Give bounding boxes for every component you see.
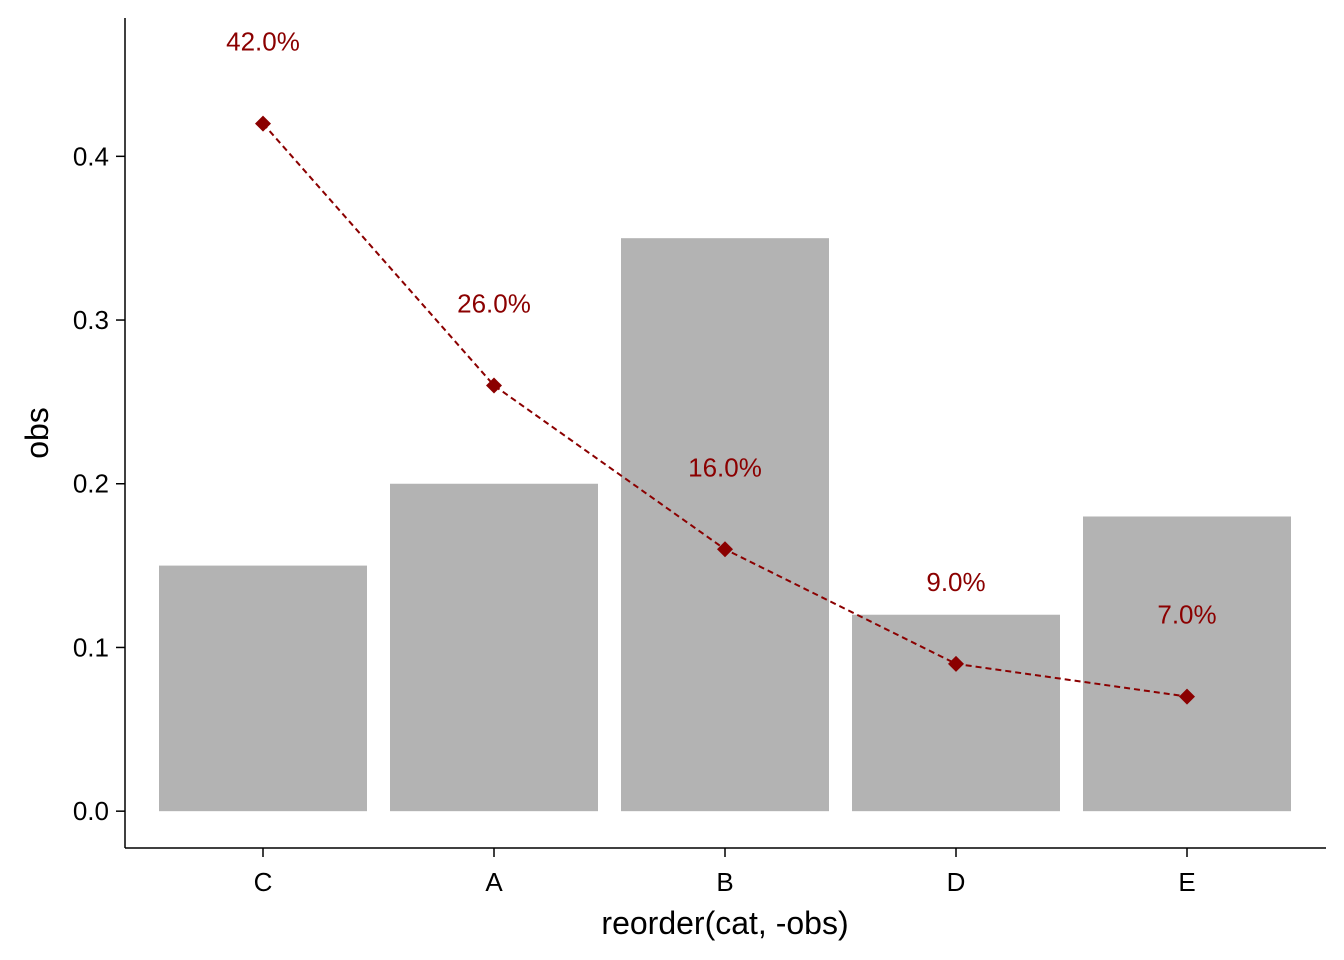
cumulative-line-layer: 42.0% 26.0% 16.0% 9.0% 7.0%: [226, 27, 1217, 705]
x-axis-title: reorder(cat, -obs): [601, 905, 848, 941]
x-tick-label-E: E: [1178, 867, 1195, 897]
y-tick-label: 0.0: [73, 796, 109, 826]
line-point-C: [255, 115, 271, 132]
percent-label-B: 16.0%: [688, 452, 762, 482]
bars-layer: [159, 238, 1291, 812]
y-tick-label: 0.3: [73, 305, 109, 335]
bar-D: [852, 614, 1060, 812]
percent-label-D: 9.0%: [926, 567, 985, 597]
y-axis-title: obs: [19, 407, 55, 459]
percent-label-A: 26.0%: [457, 289, 531, 319]
line-point-D: [948, 655, 964, 672]
x-tick-label-C: C: [254, 867, 273, 897]
percent-label-E: 7.0%: [1157, 600, 1216, 630]
bar-E: [1083, 516, 1291, 812]
ticks-layer: 0.0 0.1 0.2 0.3 0.4 C A B D E: [73, 141, 1196, 897]
y-tick-label: 0.1: [73, 632, 109, 662]
bar-A: [390, 483, 598, 812]
bar-B: [621, 238, 829, 812]
y-tick-label: 0.4: [73, 141, 109, 171]
percent-label-C: 42.0%: [226, 27, 300, 57]
y-tick-label: 0.2: [73, 469, 109, 499]
x-tick-label-D: D: [947, 867, 966, 897]
x-tick-label-B: B: [716, 867, 733, 897]
line-point-B: [717, 541, 733, 558]
line-point-A: [486, 377, 502, 394]
bar-C: [159, 565, 367, 812]
line-point-E: [1179, 688, 1195, 705]
x-tick-label-A: A: [485, 867, 503, 897]
